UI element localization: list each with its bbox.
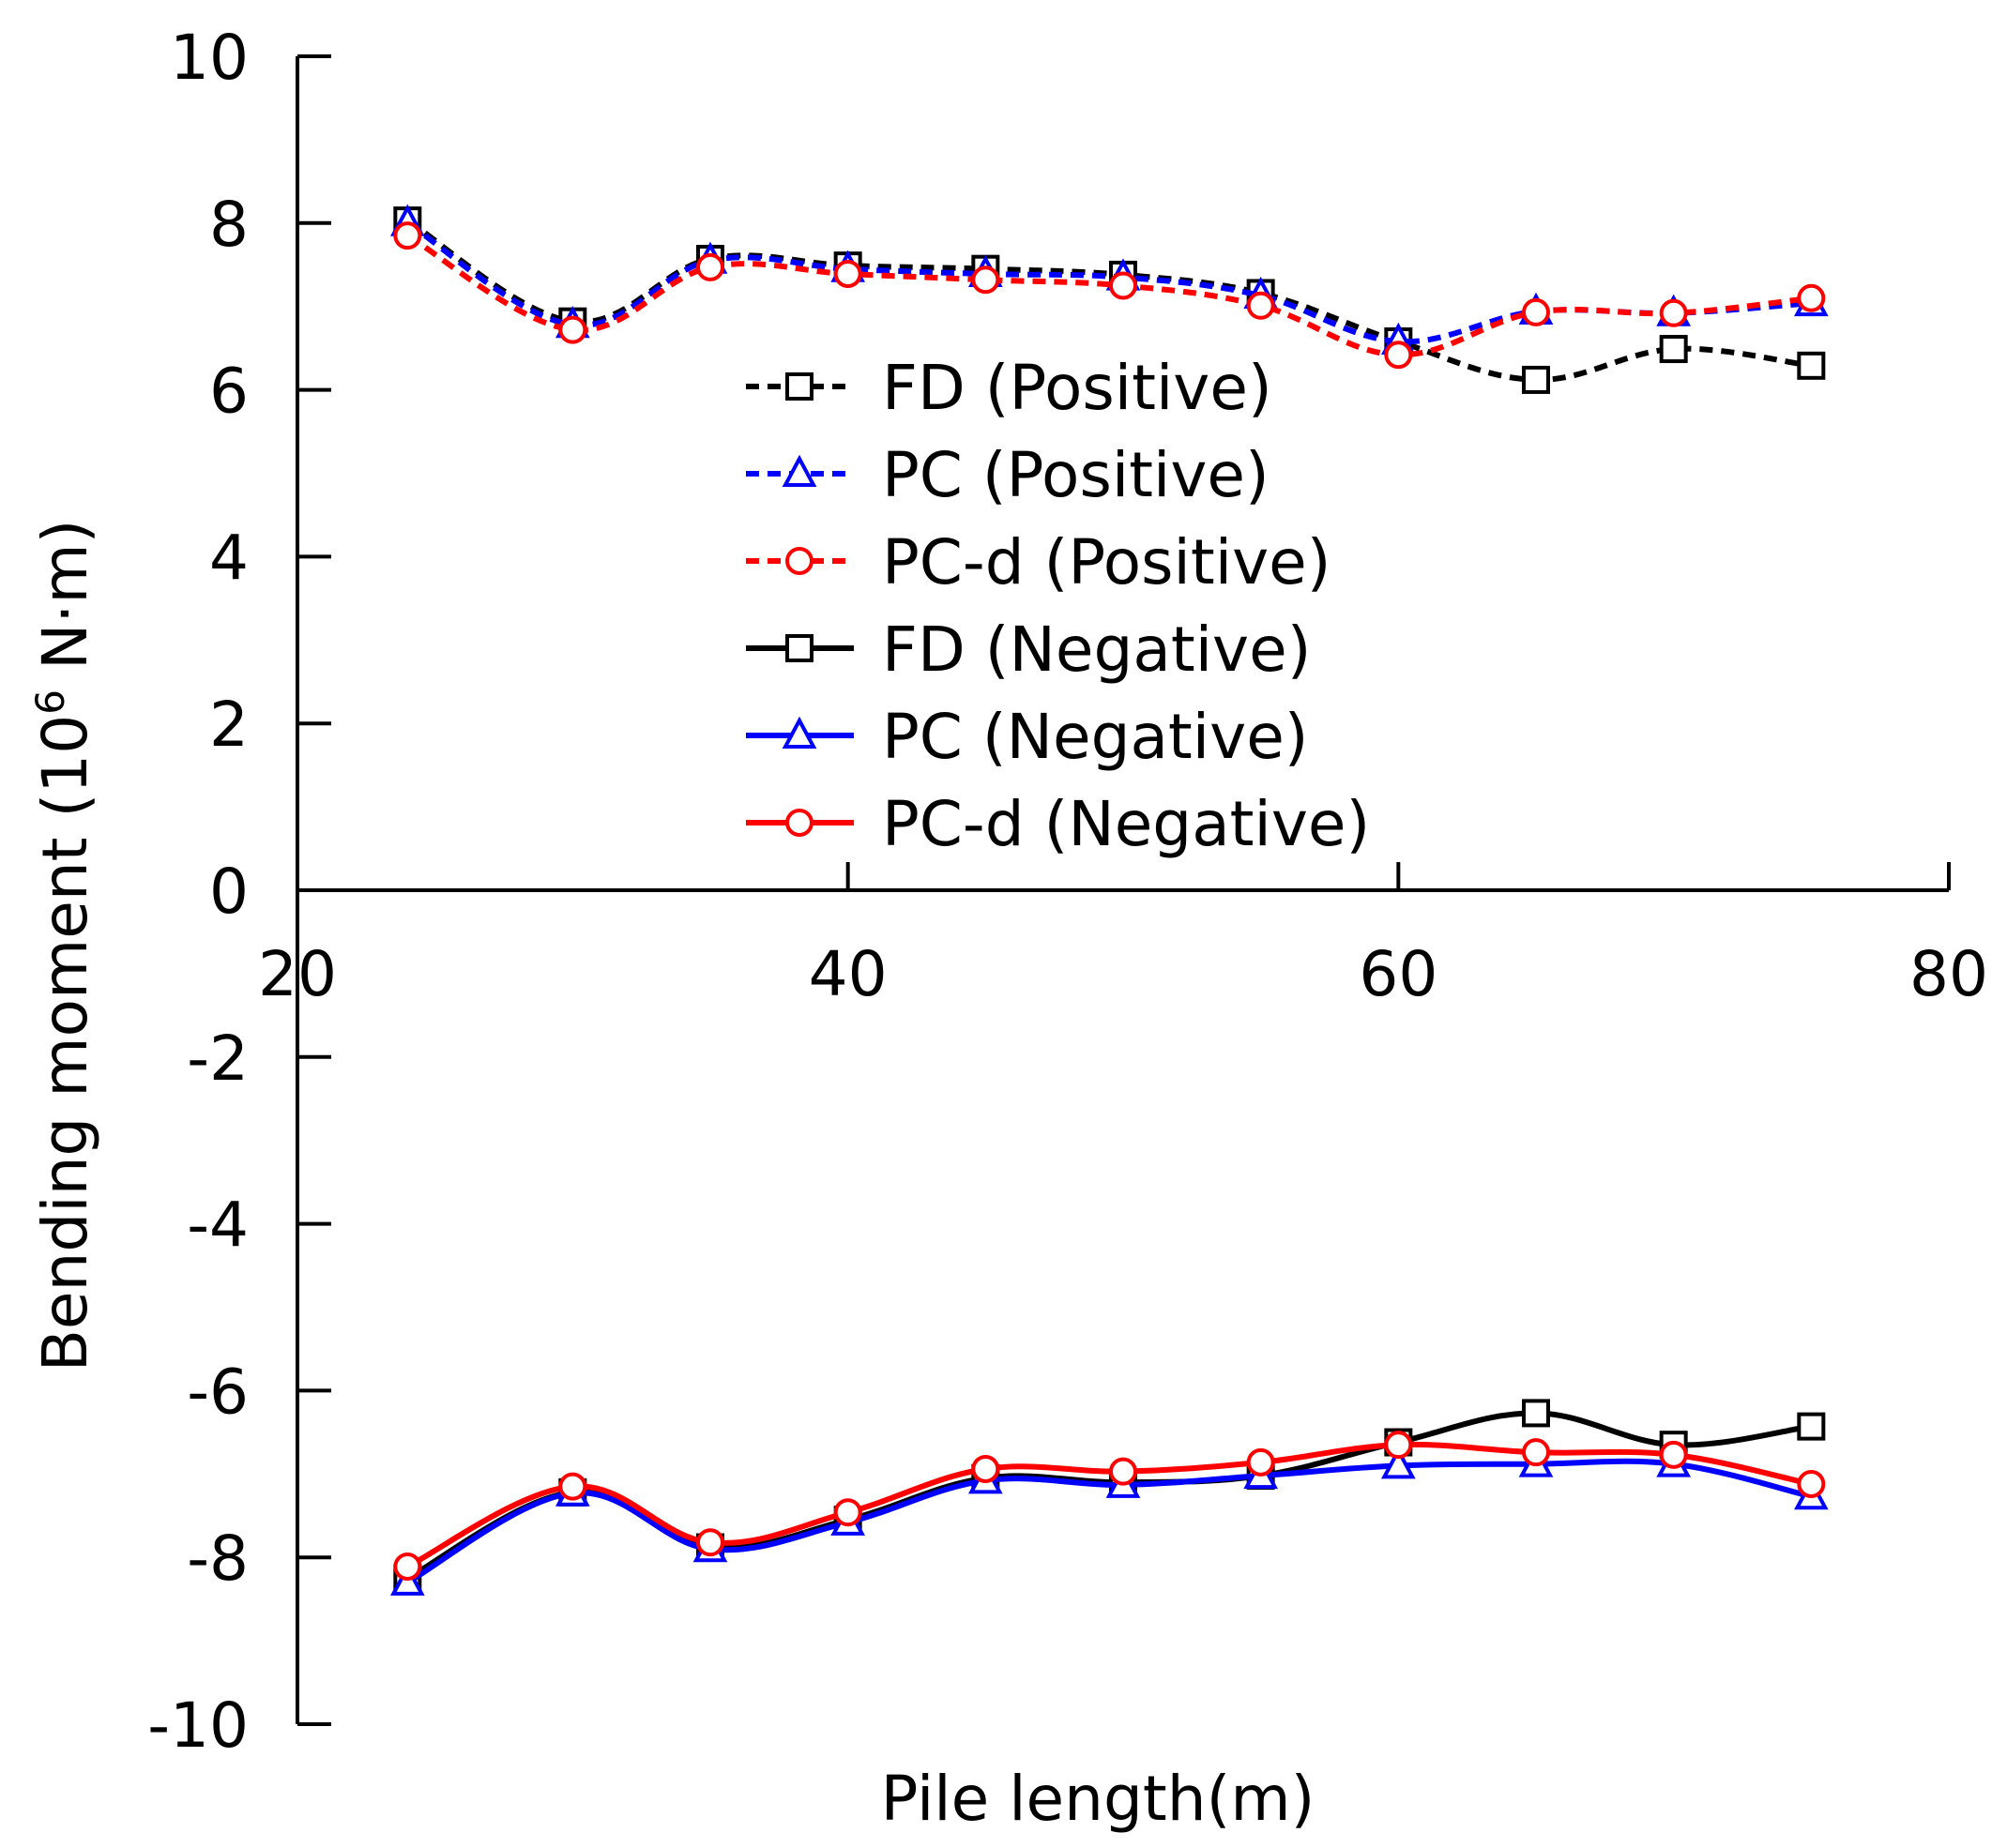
- x-tick-label: 40: [809, 938, 888, 1010]
- data-point-circle: [393, 1552, 422, 1581]
- data-point-circle: [1246, 1447, 1275, 1477]
- data-point-circle: [971, 265, 1000, 295]
- data-point-circle: [833, 260, 862, 289]
- legend-label: FD (Positive): [882, 352, 1272, 424]
- y-tick-label: 2: [209, 689, 249, 761]
- data-point-circle: [696, 252, 724, 281]
- legend-marker-triangle: [782, 454, 817, 487]
- y-tick-label: 0: [209, 856, 249, 928]
- data-point-square: [1522, 365, 1550, 394]
- y-tick-label: 6: [209, 356, 249, 428]
- data-point-circle: [393, 221, 422, 250]
- legend-entry: FD (Negative): [746, 613, 1311, 686]
- data-point-circle: [1109, 1457, 1137, 1486]
- y-tick-label: 8: [209, 189, 249, 261]
- data-point-circle: [1659, 1440, 1688, 1469]
- series-line: [405, 233, 1812, 358]
- data-point-circle: [1384, 341, 1413, 370]
- y-tick-label: -6: [187, 1356, 249, 1428]
- legend-marker-square: [785, 372, 813, 401]
- data-point-circle: [558, 1472, 587, 1501]
- y-tick-label: -4: [187, 1189, 249, 1262]
- legend-label: PC-d (Positive): [882, 526, 1331, 598]
- data-point-circle: [1797, 283, 1826, 312]
- legend-label: FD (Negative): [882, 613, 1311, 686]
- y-tick-label: -2: [187, 1022, 249, 1095]
- data-point-square: [1659, 335, 1688, 364]
- data-point-square: [1797, 351, 1826, 380]
- y-tick-label: -10: [147, 1689, 249, 1762]
- y-axis-title-unit: N·m): [29, 520, 101, 689]
- x-tick-label: 20: [258, 938, 337, 1010]
- legend-entry: PC (Positive): [746, 439, 1270, 511]
- legend-marker-circle: [785, 809, 813, 837]
- legend-entry: PC (Negative): [746, 701, 1309, 773]
- x-tick-label: 80: [1909, 938, 1988, 1010]
- data-point-circle: [1246, 291, 1275, 320]
- data-point-circle: [971, 1454, 1000, 1483]
- data-point-circle: [696, 1528, 724, 1557]
- series-2: [393, 221, 1826, 370]
- legend-entry: FD (Positive): [746, 352, 1272, 424]
- data-point-circle: [1522, 1438, 1550, 1467]
- data-point-circle: [1797, 1469, 1826, 1498]
- data-point-square: [1797, 1412, 1826, 1441]
- data-point-circle: [1109, 271, 1137, 300]
- y-tick-label: -8: [187, 1522, 249, 1595]
- data-point-square: [1522, 1399, 1550, 1428]
- data-point-triangle: [1380, 1447, 1416, 1479]
- legend-entry: PC-d (Negative): [746, 788, 1370, 860]
- legend-label: PC (Negative): [882, 701, 1309, 773]
- data-point-circle: [833, 1498, 862, 1527]
- legend-entry: PC-d (Positive): [746, 526, 1331, 598]
- legend: FD (Positive) PC (Positive) PC-d (Positive…: [746, 352, 1370, 860]
- y-tick-label: 10: [170, 22, 249, 94]
- legend-label: PC (Positive): [882, 439, 1270, 511]
- legend-marker-triangle: [782, 716, 817, 749]
- data-point-circle: [1384, 1431, 1413, 1460]
- series-5: [393, 1431, 1826, 1581]
- series-layer: [389, 204, 1829, 1596]
- x-tick-label: 60: [1359, 938, 1437, 1010]
- data-point-circle: [1659, 298, 1688, 327]
- legend-marker-circle: [785, 547, 813, 575]
- y-axis-title-main: Bending moment (10: [29, 715, 101, 1372]
- legend-marker-square: [785, 634, 813, 662]
- x-axis-title: Pile length(m): [881, 1763, 1315, 1835]
- y-axis-title-exponent: 6: [27, 689, 73, 715]
- y-tick-label: 4: [209, 522, 249, 594]
- y-axis-title: Bending moment (106 N·m): [27, 520, 101, 1372]
- data-point-circle: [558, 315, 587, 344]
- legend-label: PC-d (Negative): [882, 788, 1370, 860]
- data-point-circle: [1522, 297, 1550, 326]
